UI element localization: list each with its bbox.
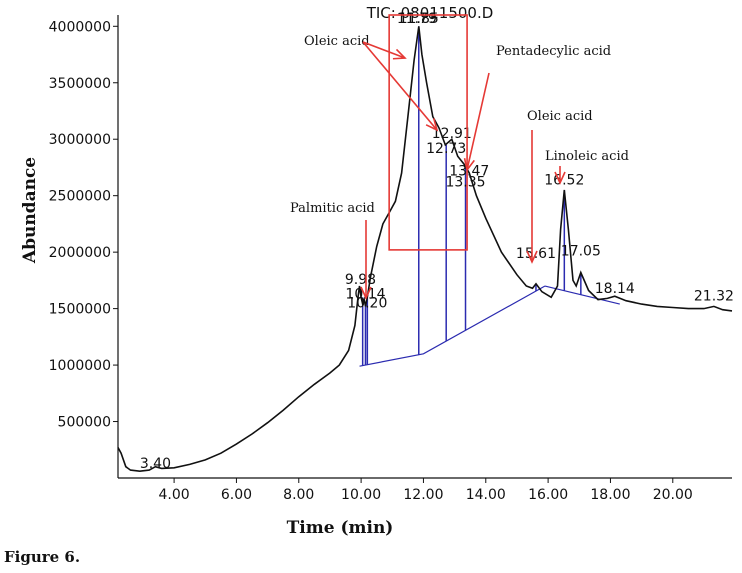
annotation-oleic-main: Oleic acid xyxy=(304,34,370,49)
chromatogram-chart: TIC: 08011500.D 500000 1000000 1500000 2000… xyxy=(20,4,734,538)
y-tick-label: 3000000 xyxy=(49,132,111,148)
y-tick-label: 1500000 xyxy=(49,302,111,318)
annotation-palmitic: Palmitic acid xyxy=(290,201,375,216)
y-axis-title: Abundance xyxy=(20,157,40,264)
annotation-arrows xyxy=(360,41,566,300)
peak-label: 13.47 xyxy=(449,163,489,179)
peak-label: 12.73 xyxy=(426,141,466,157)
peak-label: 12.91 xyxy=(432,126,472,142)
integration-baseline xyxy=(544,285,620,305)
x-tick-label: 20.00 xyxy=(653,487,693,503)
annotation-oleic-late-label: Oleic acid xyxy=(527,109,593,124)
y-tick-label: 1000000 xyxy=(49,358,111,374)
tic-trace-line xyxy=(117,26,733,473)
integration-baseline xyxy=(359,285,546,367)
annotation-arrow-head xyxy=(526,250,538,264)
annotation-linoleic: Linoleic acid xyxy=(545,149,629,164)
x-tick-label: 18.00 xyxy=(590,487,630,503)
peak-label: 11.79 xyxy=(397,11,437,27)
y-tick-label: 2000000 xyxy=(49,245,111,261)
integration-baselines xyxy=(359,285,620,367)
x-tick-label: 8.00 xyxy=(283,487,314,503)
annotation-palmitic-label: Palmitic acid xyxy=(290,201,375,216)
peak-labels: 3.409.9810.1410.2011.8511.7912.9112.7313… xyxy=(140,11,734,472)
y-tick-label: 3500000 xyxy=(49,76,111,92)
x-tick-label: 12.00 xyxy=(403,487,443,503)
highlight-box xyxy=(388,14,468,251)
annotation-arrow-head xyxy=(360,286,372,300)
peak-label: 21.32 xyxy=(694,289,734,305)
annotation-pentadecylic-label: Pentadecylic acid xyxy=(496,44,611,59)
x-axis-title: Time (min) xyxy=(287,518,394,538)
peak-label: 13.35 xyxy=(445,175,485,191)
annotation-arrow-head xyxy=(392,48,407,60)
annotation-arrow-head xyxy=(463,158,475,172)
x-tick-label: 4.00 xyxy=(159,487,190,503)
peak-label: 17.05 xyxy=(561,244,601,260)
figure-caption: Figure 6. xyxy=(4,548,81,566)
annotation-arrow-head xyxy=(554,171,566,185)
annotation-arrow-line xyxy=(362,41,406,59)
chart-title: TIC: 08011500.D xyxy=(366,4,494,22)
peak-label: 18.14 xyxy=(595,281,635,297)
y-axis: 500000 1000000 1500000 2000000 2500000 300000… xyxy=(49,15,119,478)
x-tick-label: 6.00 xyxy=(221,487,252,503)
annotation-arrow-line xyxy=(362,41,438,131)
peak-label: 3.40 xyxy=(140,456,171,472)
annotation-pentadecylic: Pentadecylic acid xyxy=(496,44,611,59)
y-tick-label: 500000 xyxy=(58,415,111,431)
y-tick-label: 4000000 xyxy=(49,19,111,35)
annotation-oleic-main-label: Oleic acid xyxy=(304,34,370,49)
x-tick-label: 14.00 xyxy=(466,487,506,503)
x-tick-label: 16.00 xyxy=(528,487,568,503)
y-tick-label: 2500000 xyxy=(49,189,111,205)
peak-label: 9.98 xyxy=(345,272,376,288)
annotation-linoleic-label: Linoleic acid xyxy=(545,149,629,164)
annotation-arrow-line xyxy=(466,72,490,171)
x-axis: 4.00 6.00 8.00 10.00 12.00 14.00 16.00 18.00 20.… xyxy=(118,477,732,503)
peak-drop-lines xyxy=(361,26,582,366)
peak-label: 10.20 xyxy=(347,295,387,311)
annotation-oleic-late: Oleic acid xyxy=(527,109,593,124)
x-tick-label: 10.00 xyxy=(341,487,381,503)
peak-label: 16.52 xyxy=(544,172,584,188)
annotation-arrow-head xyxy=(425,118,439,132)
